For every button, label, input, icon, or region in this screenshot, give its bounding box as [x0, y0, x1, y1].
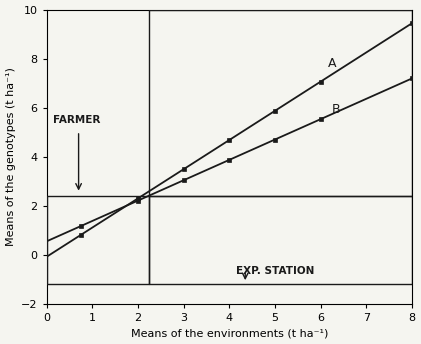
Bar: [149, 196, 412, 284]
Text: B: B: [332, 103, 341, 116]
Text: EXP. STATION: EXP. STATION: [236, 266, 314, 276]
X-axis label: Means of the environments (t ha⁻¹): Means of the environments (t ha⁻¹): [131, 329, 328, 338]
Y-axis label: Means of the genotypes (t ha⁻¹): Means of the genotypes (t ha⁻¹): [5, 67, 16, 246]
Text: A: A: [328, 57, 336, 69]
Bar: [149, 10, 412, 196]
Bar: [47, 196, 149, 284]
Text: FARMER: FARMER: [53, 115, 101, 125]
